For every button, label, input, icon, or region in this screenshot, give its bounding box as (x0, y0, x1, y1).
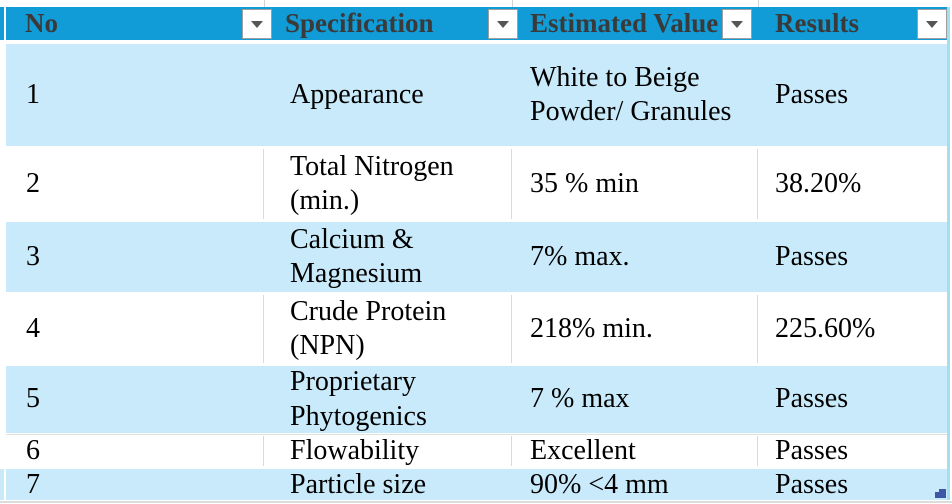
cell-specification[interactable]: Proprietary Phytogenics (290, 366, 427, 432)
cell-specification[interactable]: Appearance (290, 78, 424, 110)
cell-estimated-value[interactable]: White to Beige Powder/ Granules (530, 61, 732, 127)
cell-estimated-value[interactable]: 218% min. (512, 295, 758, 363)
filter-dropdown-button-results[interactable] (917, 9, 947, 39)
table-header-row: No Specification Estimated Value Results (6, 7, 947, 40)
data-table: No Specification Estimated Value Results… (6, 7, 947, 500)
column-header-estimated-value: Estimated Value (530, 8, 719, 38)
fill-handle[interactable] (935, 492, 941, 498)
table-row: 3 Calcium & Magnesium 7% max. Passes (6, 222, 947, 292)
cell-results[interactable]: Passes (775, 468, 849, 500)
table-row: 2 Total Nitrogen (min.) 35 % min 38.20% (6, 149, 947, 219)
cell-results[interactable]: Passes (775, 78, 849, 110)
cell-specification[interactable]: Flowability (264, 436, 512, 466)
table-row: 1 Appearance White to Beige Powder/ Gran… (6, 44, 947, 146)
cell-estimated-value[interactable]: 7% max. (530, 240, 630, 272)
cell-estimated-value[interactable]: Excellent (512, 436, 758, 466)
cell-no[interactable]: 5 (26, 383, 40, 415)
sheet-gridline-tick (264, 0, 265, 7)
chevron-down-icon (731, 20, 743, 28)
cell-results[interactable]: Passes (775, 240, 849, 272)
sheet-gridline (6, 434, 947, 435)
table-row: 6 Flowability Excellent Passes (6, 436, 947, 466)
selection-border-right (947, 7, 950, 500)
cell-estimated-value[interactable]: 7 % max (530, 383, 630, 415)
chevron-down-icon (497, 20, 509, 28)
chevron-down-icon (926, 20, 938, 28)
column-header-no: No (25, 8, 58, 38)
cell-no[interactable]: 3 (26, 240, 40, 272)
cell-results[interactable]: Passes (775, 435, 849, 466)
sheet-gridline-bottom (0, 501, 952, 503)
cell-no[interactable]: 1 (26, 78, 40, 110)
column-header-results: Results (775, 8, 860, 38)
chevron-down-icon (251, 20, 263, 28)
table-row: 7 Particle size 90% <4 mm Passes (6, 469, 947, 500)
table-row: 5 Proprietary Phytogenics 7 % max Passes (6, 366, 947, 433)
cell-specification[interactable]: Total Nitrogen (min.) (264, 149, 512, 219)
sheet-gridline-tick (758, 0, 759, 7)
cell-results[interactable]: 225.60% (775, 312, 876, 344)
filter-dropdown-button-no[interactable] (242, 9, 272, 39)
cell-no[interactable]: 2 (6, 149, 264, 219)
filter-dropdown-button-specification[interactable] (488, 9, 518, 39)
table-row: 4 Crude Protein (NPN) 218% min. 225.60% (6, 295, 947, 363)
filter-dropdown-button-estimated-value[interactable] (722, 9, 752, 39)
cell-results[interactable]: Passes (775, 383, 849, 415)
column-header-specification: Specification (285, 8, 434, 38)
sheet-gridline-tick (512, 0, 513, 7)
cell-specification[interactable]: Particle size (290, 468, 427, 500)
cell-no[interactable]: 7 (26, 468, 40, 500)
cell-no[interactable]: 6 (6, 436, 264, 466)
cell-specification[interactable]: Calcium & Magnesium (290, 223, 423, 289)
cell-specification[interactable]: Crude Protein (NPN) (264, 295, 512, 363)
cell-results[interactable]: 38.20% (775, 167, 862, 199)
row-edge-sliver (0, 469, 4, 500)
cell-no[interactable]: 4 (6, 295, 264, 363)
cell-estimated-value[interactable]: 90% <4 mm (530, 468, 669, 500)
header-edge-sliver (0, 7, 4, 40)
cell-estimated-value[interactable]: 35 % min (512, 149, 758, 219)
fill-handle[interactable] (939, 489, 946, 498)
